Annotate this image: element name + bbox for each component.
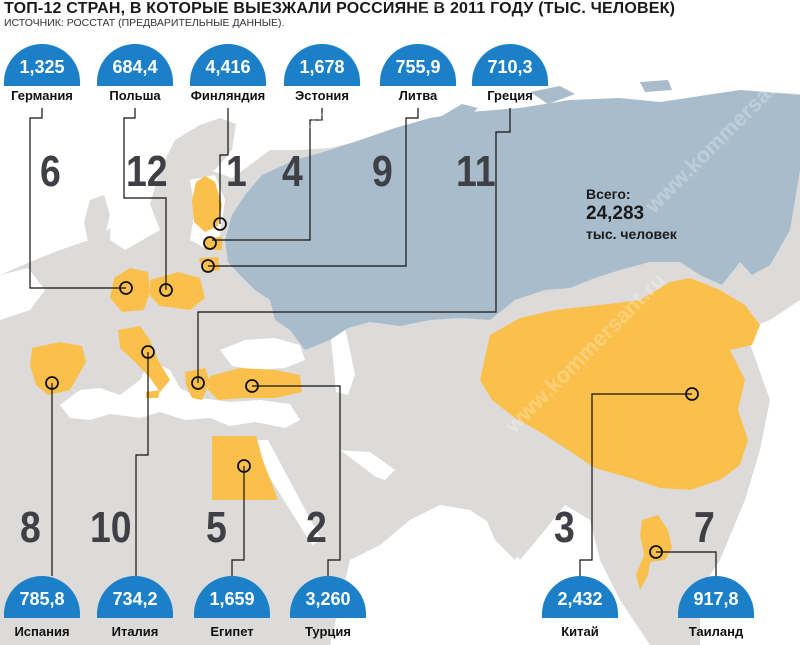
country-name-greece: Греция (487, 88, 533, 103)
country-name-finland: Финляндия (190, 88, 266, 103)
page-title: ТОП-12 СТРАН, В КОТОРЫЕ ВЫЕЗЖАЛИ РОССИЯН… (4, 0, 676, 17)
ocean-pacific (700, 300, 800, 645)
rank-finland: 1 (226, 147, 247, 196)
spain (30, 342, 86, 395)
rank-lithuania: 9 (372, 147, 393, 196)
leader-thailand (656, 551, 717, 576)
rank-turkey: 2 (306, 503, 327, 552)
country-name-egypt: Египет (210, 624, 254, 639)
marker-finland (213, 217, 227, 231)
sea-red (258, 440, 322, 545)
marker-thailand (649, 545, 663, 559)
island-novaya-zemlya (418, 104, 478, 150)
leader-china (579, 393, 692, 576)
italy (118, 326, 170, 392)
ocean-atlantic (0, 268, 45, 320)
rank-thailand: 7 (694, 503, 715, 552)
leader-turkey (252, 385, 341, 576)
country-name-italy: Италия (111, 624, 159, 639)
russia (225, 90, 800, 350)
leader-egypt (231, 466, 245, 576)
leader-italy (135, 352, 149, 576)
total-label: Всего: (586, 186, 631, 202)
turkey (208, 368, 302, 400)
country-name-poland: Польша (109, 88, 161, 103)
finland (192, 176, 222, 232)
marker-spain (45, 376, 59, 390)
land-britain (84, 195, 110, 242)
leader-estonia (212, 108, 323, 241)
sea-black (220, 338, 305, 370)
marker-poland (159, 283, 173, 297)
rank-egypt: 5 (206, 503, 227, 552)
country-name-lithuania: Литва (398, 88, 438, 103)
germany (110, 268, 150, 312)
thailand (636, 515, 672, 590)
marker-china (685, 387, 699, 401)
country-name-thailand: Таиланд (688, 624, 744, 639)
island-severnaya (530, 86, 575, 104)
poland (150, 272, 205, 310)
rank-spain: 8 (20, 503, 41, 552)
rank-china: 3 (554, 503, 575, 552)
leader-finland (219, 108, 229, 224)
total-value: 24,283 (586, 202, 645, 224)
rank-greece: 11 (456, 147, 496, 196)
marker-lithuania (201, 259, 215, 273)
italy-sicily (146, 390, 160, 398)
total-block: Всего: 24,283 тыс. человек (586, 186, 677, 242)
leader-lines (29, 108, 717, 576)
leader-lithuania (208, 108, 419, 267)
total-unit: тыс. человек (586, 225, 677, 242)
marker-italy (141, 345, 155, 359)
marker-germany (119, 281, 133, 295)
rank-germany: 6 (40, 147, 61, 196)
island-new-siberia (640, 80, 672, 92)
country-name-china: Китай (561, 624, 599, 639)
leader-greece (197, 108, 511, 383)
sea-mediterranean (60, 360, 300, 428)
marker-egypt (237, 459, 251, 473)
rank-estonia: 4 (282, 147, 303, 196)
marker-greece (191, 376, 205, 390)
rank-italy: 10 (90, 503, 132, 552)
location-markers (45, 217, 699, 559)
sea-caspian (330, 328, 355, 395)
land-india (460, 430, 570, 560)
china (480, 278, 760, 490)
egypt (212, 436, 278, 500)
land-scandinavia (150, 118, 236, 204)
greece (185, 368, 210, 400)
country-name-germany: Германия (11, 88, 73, 103)
country-name-spain: Испания (14, 624, 70, 639)
land-arabia (300, 440, 400, 550)
leader-poland (123, 108, 167, 290)
country-name-estonia: Эстония (294, 88, 350, 103)
source-note: ИСТОЧНИК: РОССТАТ (ПРЕДВАРИТЕЛЬНЫЕ ДАННЫ… (4, 17, 285, 29)
marker-estonia (203, 236, 217, 250)
leader-germany (29, 108, 126, 289)
rank-poland: 12 (126, 147, 168, 196)
country-name-turkey: Турция (304, 624, 351, 639)
marker-turkey (245, 379, 259, 393)
sea-north (110, 200, 160, 250)
